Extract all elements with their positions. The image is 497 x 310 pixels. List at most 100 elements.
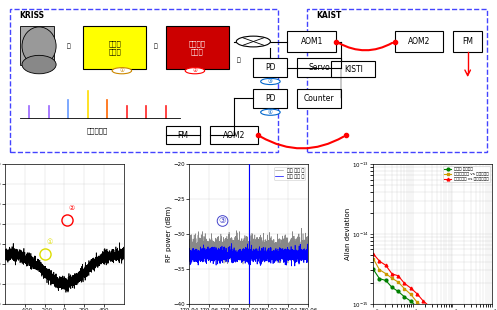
Ellipse shape bbox=[22, 55, 56, 74]
Text: ②: ② bbox=[192, 68, 197, 73]
FancyBboxPatch shape bbox=[287, 31, 336, 52]
FancyBboxPatch shape bbox=[210, 126, 258, 144]
Text: FM: FM bbox=[462, 37, 473, 46]
인송신 통주파수 bbox=[402, 295, 408, 299]
Line: 광주파수빗 vs 광통신레이저: 광주파수빗 vs 광통신레이저 bbox=[372, 252, 494, 310]
직접 보상 전 bbox=[186, 248, 192, 252]
광주파수빗 vs 광통신레이저 bbox=[433, 307, 439, 310]
Text: PD: PD bbox=[265, 94, 276, 103]
Text: AOM1: AOM1 bbox=[301, 37, 323, 46]
광통신레이저 vs 광주파수빗 bbox=[408, 293, 414, 296]
직접 보상 후 bbox=[244, 253, 250, 256]
광주파수빗 vs 광통신레이저 bbox=[426, 304, 432, 308]
직접 보상 후 bbox=[305, 256, 311, 260]
FancyBboxPatch shape bbox=[331, 61, 375, 77]
Y-axis label: RF power (dBm): RF power (dBm) bbox=[166, 206, 172, 262]
광주파수빗 vs 광통신레이저 bbox=[395, 274, 401, 278]
직접 보상 후 bbox=[229, 242, 235, 246]
광주파수빗 vs 광통신레이저 bbox=[389, 272, 395, 276]
Circle shape bbox=[261, 78, 280, 85]
Text: 광통신용
레이저: 광통신용 레이저 bbox=[189, 41, 206, 55]
직접 보상 후 bbox=[280, 254, 286, 258]
광통신레이저 vs 광주파수빗 bbox=[402, 287, 408, 290]
직접 보상 전 bbox=[302, 241, 308, 244]
광통신레이저 vs 광주파수빗 bbox=[383, 272, 389, 276]
Text: 🔒: 🔒 bbox=[67, 43, 70, 49]
광주파수빗 vs 광통신레이저 bbox=[370, 252, 376, 256]
직접 보상 후 bbox=[302, 253, 308, 256]
광주파수빗 vs 광통신레이저 bbox=[377, 259, 383, 263]
Y-axis label: Allan deviation: Allan deviation bbox=[345, 208, 351, 260]
FancyBboxPatch shape bbox=[83, 26, 146, 69]
Text: ①: ① bbox=[46, 239, 52, 245]
직접 보상 전 bbox=[299, 226, 305, 230]
Legend: 직접 보상 전, 직접 보상 후: 직접 보상 전, 직접 보상 후 bbox=[274, 166, 306, 180]
광통신레이저 vs 광주파수빗 bbox=[389, 277, 395, 280]
광통신레이저 vs 광주파수빗 bbox=[395, 280, 401, 284]
Text: ④: ④ bbox=[268, 110, 273, 115]
FancyBboxPatch shape bbox=[166, 26, 229, 69]
광주파수빗 vs 광통신레이저 bbox=[414, 292, 420, 295]
광주파수빗 vs 광통신레이저 bbox=[402, 281, 408, 285]
FancyBboxPatch shape bbox=[395, 31, 443, 52]
광통신레이저 vs 광주파수빗 bbox=[420, 306, 426, 309]
광통신레이저 vs 광주파수빗 bbox=[414, 300, 420, 304]
광주파수빗 vs 광통신레이저 bbox=[420, 299, 426, 303]
Text: Servo: Servo bbox=[308, 63, 330, 72]
Line: 인송신 통주파수: 인송신 통주파수 bbox=[372, 268, 494, 310]
직접 보상 전 bbox=[302, 239, 308, 242]
Text: 광주파수빗: 광주파수빗 bbox=[87, 127, 108, 134]
Text: AOM2: AOM2 bbox=[223, 131, 245, 140]
FancyBboxPatch shape bbox=[166, 126, 200, 144]
FancyBboxPatch shape bbox=[253, 58, 287, 77]
Circle shape bbox=[261, 109, 280, 115]
인송신 통주파수 bbox=[408, 299, 414, 303]
Text: ③: ③ bbox=[268, 79, 273, 84]
인송신 통주파수 bbox=[377, 277, 383, 281]
Text: AOM2: AOM2 bbox=[408, 37, 430, 46]
직접 보상 전 bbox=[192, 245, 198, 248]
Text: KISTI: KISTI bbox=[344, 65, 363, 74]
Text: 광시계
레이저: 광시계 레이저 bbox=[108, 41, 121, 55]
Text: KRISS: KRISS bbox=[19, 11, 45, 20]
인송신 통주파수 bbox=[395, 290, 401, 293]
Line: 직접 보상 전: 직접 보상 전 bbox=[189, 228, 308, 264]
광주파수빗 vs 광통신레이저 bbox=[383, 264, 389, 267]
Text: PD: PD bbox=[265, 63, 276, 72]
FancyBboxPatch shape bbox=[253, 89, 287, 108]
Text: 🔒: 🔒 bbox=[237, 57, 241, 63]
Text: ①: ① bbox=[119, 68, 124, 73]
직접 보상 후 bbox=[302, 255, 308, 259]
Circle shape bbox=[237, 36, 270, 47]
FancyBboxPatch shape bbox=[19, 26, 54, 64]
Circle shape bbox=[112, 68, 132, 74]
FancyBboxPatch shape bbox=[453, 31, 482, 52]
Text: KAIST: KAIST bbox=[317, 11, 342, 20]
Text: ③: ③ bbox=[219, 216, 226, 225]
Line: 광통신레이저 vs 광주파수빗: 광통신레이저 vs 광주파수빗 bbox=[372, 257, 494, 310]
인송신 통주파수 bbox=[389, 286, 395, 289]
인송신 통주파수 bbox=[370, 268, 376, 271]
직접 보상 후 bbox=[192, 247, 198, 251]
광통신레이저 vs 광주파수빗 bbox=[377, 268, 383, 272]
직접 보상 전 bbox=[240, 262, 246, 266]
직접 보상 전 bbox=[305, 244, 311, 248]
직접 보상 전 bbox=[280, 240, 286, 243]
직접 보상 후 bbox=[241, 246, 247, 250]
Legend: 인송신 통주파수, 광통신레이저 vs 광주파수빗, 광주파수빗 vs 광통신레이저: 인송신 통주파수, 광통신레이저 vs 광주파수빗, 광주파수빗 vs 광통신레… bbox=[443, 166, 490, 182]
인송신 통주파수 bbox=[414, 305, 420, 309]
Text: FM: FM bbox=[177, 131, 188, 140]
광통신레이저 vs 광주파수빗 bbox=[426, 309, 432, 310]
Circle shape bbox=[185, 68, 205, 74]
Text: Counter: Counter bbox=[304, 94, 334, 103]
Ellipse shape bbox=[22, 27, 56, 65]
직접 보상 후 bbox=[186, 260, 192, 264]
Text: 🔒: 🔒 bbox=[154, 43, 158, 49]
Line: 직접 보상 후: 직접 보상 후 bbox=[189, 244, 308, 266]
광주파수빗 vs 광통신레이저 bbox=[408, 286, 414, 290]
FancyBboxPatch shape bbox=[297, 58, 341, 77]
직접 보상 전 bbox=[244, 258, 250, 262]
직접 보상 전 bbox=[241, 239, 247, 243]
광통신레이저 vs 광주파수빗 bbox=[370, 257, 376, 260]
FancyBboxPatch shape bbox=[297, 89, 341, 108]
